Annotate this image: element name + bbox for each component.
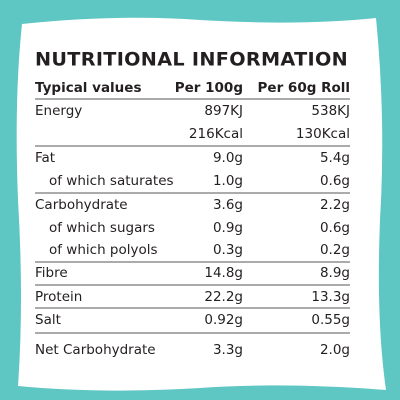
per-roll-value: 538KJ [311, 103, 350, 119]
row-label: Net Carbohydrate [35, 342, 156, 358]
per-100g-value: 9.0g [213, 150, 243, 166]
row-label: of which saturates [49, 173, 174, 189]
row-label: Fibre [35, 265, 68, 281]
row-label: Salt [35, 312, 61, 328]
row-label: Carbohydrate [35, 197, 128, 213]
row-label: Energy [35, 103, 82, 119]
per-roll-value: 13.3g [311, 289, 350, 305]
per-100g-value: 0.3g [213, 242, 243, 258]
per-100g-value: 897KJ [204, 103, 243, 119]
per-roll-value: 2.2g [320, 197, 350, 213]
per-roll-value: 0.6g [320, 173, 350, 189]
per-roll-value: 0.6g [320, 220, 350, 236]
row-label: Fat [35, 150, 55, 166]
per-100g-value: 3.6g [213, 197, 243, 213]
per-100g-value: 1.0g [213, 173, 243, 189]
per-100g-value: 216Kcal [189, 126, 243, 142]
header-cell: Typical values [35, 80, 141, 96]
per-roll-value: 130Kcal [296, 126, 350, 142]
per-100g-value: 0.92g [204, 312, 243, 328]
per-100g-value: 14.8g [204, 265, 243, 281]
per-100g-value: 3.3g [213, 342, 243, 358]
row-label: of which polyols [49, 242, 158, 258]
title: NUTRITIONAL INFORMATION [35, 49, 348, 71]
row-label: Protein [35, 289, 82, 305]
per-100g-value: 0.9g [213, 220, 243, 236]
table: Typical values Per 100g Per 60g Roll Energy… [35, 80, 350, 358]
header-cell: Per 100g [175, 80, 243, 96]
per-roll-value: 8.9g [320, 265, 350, 281]
per-roll-value: 5.4g [320, 150, 350, 166]
header-cell: Per 60g Roll [258, 80, 350, 96]
per-100g-value: 22.2g [204, 289, 243, 305]
label-card [16, 17, 387, 391]
row-label: of which sugars [49, 220, 155, 236]
per-roll-value: 0.55g [311, 312, 350, 328]
per-roll-value: 0.2g [320, 242, 350, 258]
per-roll-value: 2.0g [320, 342, 350, 358]
